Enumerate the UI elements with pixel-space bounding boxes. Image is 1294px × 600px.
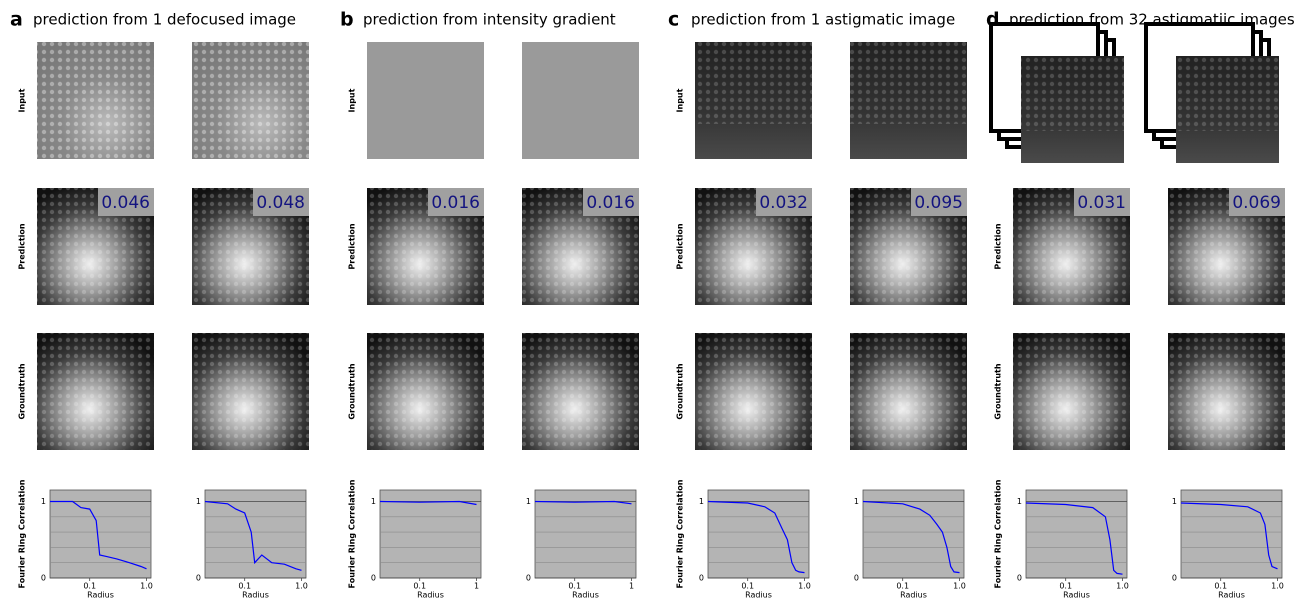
frc-ylabel: Fourier Ring Correlation [348,479,357,588]
score: 0.031 [1077,193,1126,213]
x-tick-label: 0.1 [83,582,96,591]
frc-ylabel: Fourier Ring Correlation [18,479,27,588]
row-label: Input [18,88,27,112]
x-axis-label: Radius [417,591,444,600]
image-texture [850,333,967,450]
row-label: Prediction [18,223,27,270]
score: 0.046 [101,193,150,213]
x-axis-label: Radius [242,591,269,600]
x-tick-label: 0.1 [568,582,581,591]
row-label: Groundtruth [348,363,357,419]
y-tick-label: 1 [41,497,46,506]
y-tick-label: 1 [699,497,704,506]
panel-title: prediction from intensity gradient [363,11,616,29]
image-texture [1013,333,1130,450]
row-label: Prediction [994,223,1003,270]
x-tick-label: 0.1 [1059,582,1072,591]
input-texture [37,42,154,159]
x-tick-label: 1.0 [953,582,966,591]
figure: a prediction from 1 defocused image Input P… [0,0,1294,600]
x-tick-label: 0.1 [413,582,426,591]
input-texture [192,42,309,159]
image-texture [1168,333,1285,450]
input-texture [1021,56,1124,131]
row-label: Groundtruth [676,363,685,419]
score: 0.016 [431,193,480,213]
score: 0.069 [1232,193,1281,213]
plot-area [863,490,964,578]
y-tick-label: 0 [371,574,376,583]
panel-letter: a [10,9,23,31]
row-label: Prediction [348,223,357,270]
x-axis-label: Radius [87,591,114,600]
input-texture [1176,56,1279,131]
score: 0.048 [256,193,305,213]
x-tick-label: 0.1 [1214,582,1227,591]
input-texture [695,42,812,124]
y-tick-label: 0 [41,574,46,583]
x-tick-label: 1.0 [1271,582,1284,591]
y-tick-label: 1 [371,497,376,506]
image-texture [522,333,639,450]
score: 0.095 [914,193,963,213]
y-tick-label: 1 [854,497,859,506]
row-label: Groundtruth [994,363,1003,419]
x-axis-label: Radius [1063,591,1090,600]
image-texture [367,333,484,450]
x-axis-label: Radius [900,591,927,600]
input-image [367,42,484,159]
score: 0.016 [586,193,635,213]
input-texture [850,42,967,124]
x-tick-label: 1.0 [140,582,153,591]
image-texture [695,333,812,450]
image-texture [192,333,309,450]
y-tick-label: 1 [1172,497,1177,506]
y-tick-label: 1 [526,497,531,506]
y-tick-label: 0 [699,574,704,583]
panel-letter: b [340,9,354,31]
row-label: Input [348,88,357,112]
frc-ylabel: Fourier Ring Correlation [994,479,1003,588]
frc-ylabel: Fourier Ring Correlation [676,479,685,588]
x-tick-label: 0.1 [741,582,754,591]
panel-title: prediction from 1 defocused image [33,11,296,29]
y-tick-label: 1 [196,497,201,506]
image-texture [37,333,154,450]
x-tick-label: 1.0 [295,582,308,591]
x-tick-label: 1 [629,582,634,591]
x-tick-label: 1 [474,582,479,591]
y-tick-label: 1 [1017,497,1022,506]
row-label: Groundtruth [18,363,27,419]
input-image [522,42,639,159]
score: 0.032 [759,193,808,213]
y-tick-label: 0 [1017,574,1022,583]
x-tick-label: 1.0 [798,582,811,591]
panel-letter: c [668,9,679,31]
plot-area [535,490,636,578]
y-tick-label: 0 [1172,574,1177,583]
x-tick-label: 0.1 [896,582,909,591]
x-tick-label: 1.0 [1116,582,1129,591]
y-tick-label: 0 [196,574,201,583]
row-label: Prediction [676,223,685,270]
row-label: Input [676,88,685,112]
panel-title: prediction from 1 astigmatic image [691,11,955,29]
x-axis-label: Radius [1218,591,1245,600]
plot-area [708,490,809,578]
x-axis-label: Radius [572,591,599,600]
y-tick-label: 0 [526,574,531,583]
y-tick-label: 0 [854,574,859,583]
x-axis-label: Radius [745,591,772,600]
x-tick-label: 0.1 [238,582,251,591]
